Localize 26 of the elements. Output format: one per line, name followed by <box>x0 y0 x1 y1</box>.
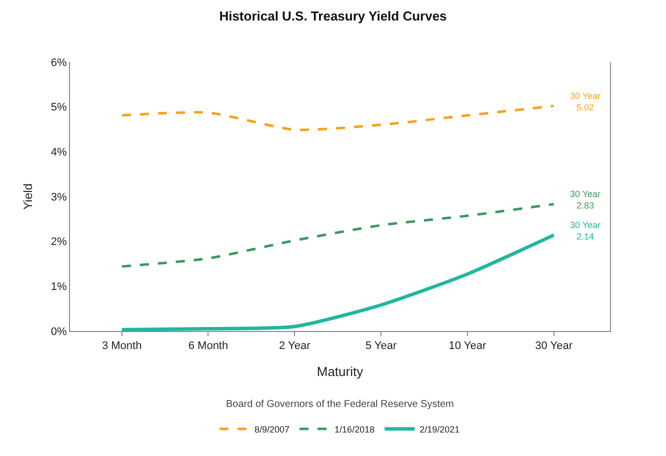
x-tick-label: 6 Month <box>188 340 228 352</box>
chart-title: Historical U.S. Treasury Yield Curves <box>219 8 447 24</box>
x-tick-label: 3 Month <box>102 340 142 352</box>
y-tick-label: 3% <box>50 191 68 204</box>
x-tick-label: 2 Year <box>279 340 311 352</box>
annotation: 30 Year 5.02 <box>570 91 601 113</box>
x-tick-label: 5 Year <box>365 340 397 352</box>
line-series <box>120 104 556 132</box>
line-series <box>120 202 556 268</box>
text: Board of Governors of the Federal Reserve System <box>226 399 454 410</box>
x-tick-label: 30 Year <box>535 340 573 352</box>
y-tick-label: 2% <box>50 236 68 248</box>
y-tick-label: 6% <box>50 56 68 69</box>
x-tick-label: 10 Year <box>448 340 486 352</box>
y-tick-label: 1% <box>50 281 68 294</box>
y-axis-title: Yield <box>21 183 36 210</box>
x-axis-title: Maturity <box>316 364 364 379</box>
y-tick-label: 0% <box>50 326 68 338</box>
legend-label: 1/16/2018 <box>334 424 375 434</box>
y-tick-label: 4% <box>50 146 68 159</box>
legend-label: 2/19/2021 <box>420 424 460 434</box>
line-series <box>120 233 556 331</box>
annotation: 30 Year 2.14 <box>570 220 601 242</box>
y-tick-label: 5% <box>50 102 68 114</box>
legend-label: 8/9/2007 <box>254 424 290 434</box>
annotation: 30 Year 2.83 <box>570 189 601 211</box>
